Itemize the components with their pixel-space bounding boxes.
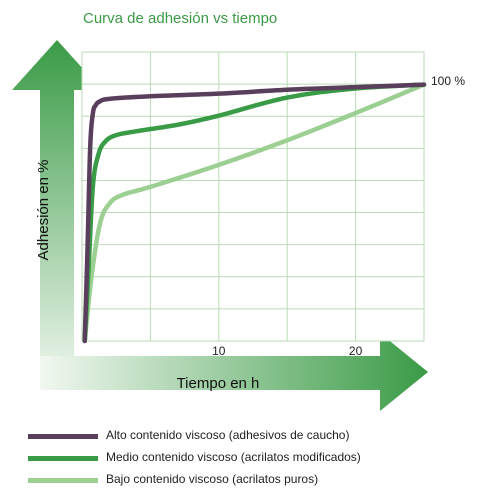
chart-title: Curva de adhesión vs tiempo xyxy=(83,10,278,27)
legend-swatch-medio xyxy=(28,456,98,461)
legend-label-alto: Alto contenido viscoso (adhesivos de cau… xyxy=(106,428,350,442)
y-axis-label: Adhesión en % xyxy=(35,160,52,261)
series-line-0 xyxy=(82,82,427,344)
x-axis-arrow xyxy=(40,333,428,411)
grid xyxy=(82,52,424,341)
plot-area xyxy=(81,51,425,342)
y-max-annotation: 100 % xyxy=(431,74,465,88)
series-layer xyxy=(82,82,427,344)
legend-label-bajo: Bajo contenido viscoso (acrilatos puros) xyxy=(106,472,319,486)
x-tick-label-10: 10 xyxy=(212,344,226,358)
series-line-1 xyxy=(82,82,427,344)
series-line-2 xyxy=(82,82,427,344)
x-axis-label: Tiempo en h xyxy=(177,375,260,392)
legend-swatch-alto xyxy=(28,434,98,439)
legend-label-medio: Medio contenido viscoso (acrilatos modif… xyxy=(106,450,361,464)
legend-swatch-bajo xyxy=(28,478,98,483)
x-tick-labels: 10 20 xyxy=(212,344,362,358)
y-axis-arrow xyxy=(12,40,102,390)
x-tick-label-20: 20 xyxy=(349,344,363,358)
